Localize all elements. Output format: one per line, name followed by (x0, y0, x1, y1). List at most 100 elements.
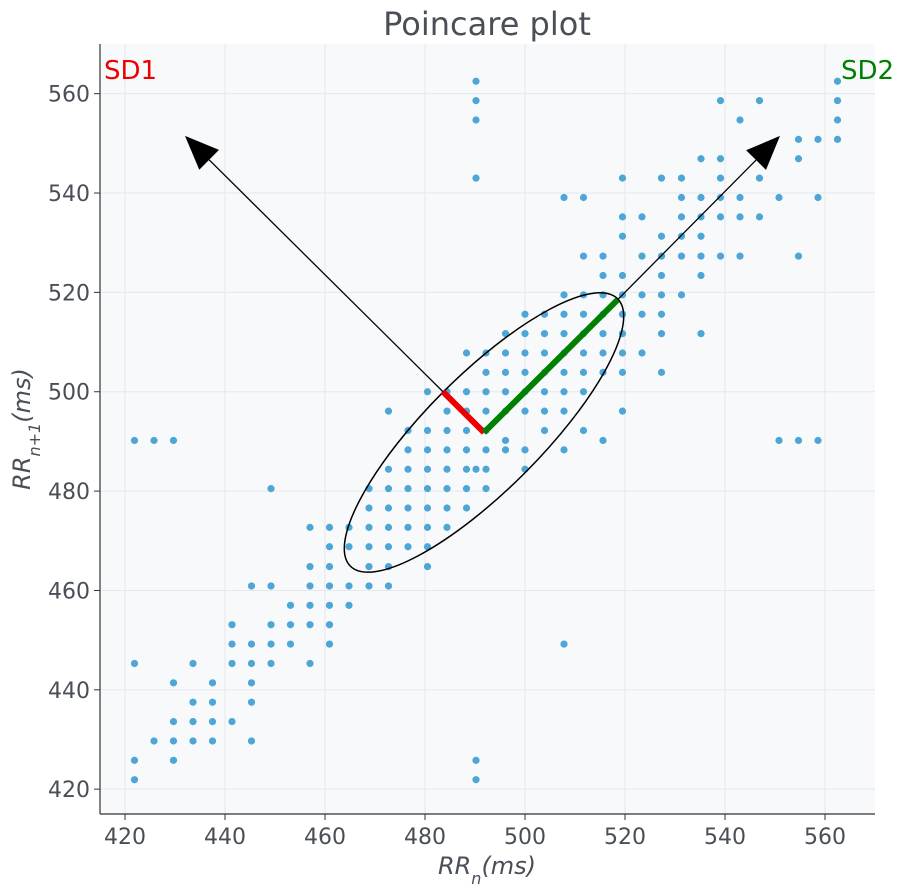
data-point (208, 679, 217, 687)
data-point (579, 349, 588, 357)
data-point (384, 523, 393, 531)
data-point (697, 252, 705, 260)
data-point (638, 310, 646, 318)
data-point (657, 232, 666, 240)
data-point (472, 465, 480, 473)
data-point (794, 135, 803, 143)
data-point (814, 135, 822, 143)
data-point (833, 97, 842, 105)
data-point (462, 388, 471, 396)
data-point (697, 232, 705, 240)
data-point (560, 640, 568, 648)
data-point (423, 563, 432, 571)
data-point (404, 465, 412, 473)
data-point (775, 193, 783, 202)
data-point (365, 582, 373, 590)
data-point (579, 310, 588, 318)
data-point (462, 465, 471, 473)
data-point (579, 388, 588, 396)
data-point (540, 349, 549, 357)
data-point (501, 446, 510, 454)
data-point (384, 543, 393, 551)
data-point (365, 543, 373, 551)
data-point (736, 116, 744, 124)
data-point (833, 77, 842, 85)
data-point (462, 426, 471, 435)
data-point (560, 368, 568, 376)
sd1-arrow-shaft (208, 159, 444, 393)
data-point (755, 213, 764, 221)
data-point (325, 640, 334, 648)
data-point (775, 436, 783, 445)
data-point (677, 174, 686, 182)
ticks: 420 440 460 480 500 520 540 560 420 440 460 480 500 5… (48, 83, 846, 850)
data-point (618, 349, 627, 357)
data-point (618, 174, 627, 182)
grid (100, 44, 875, 814)
data-point (169, 436, 178, 445)
x-tick-label: 560 (804, 825, 846, 850)
data-point (404, 523, 412, 531)
data-point (618, 368, 627, 376)
data-point (794, 252, 803, 260)
data-point (677, 232, 686, 240)
data-point (579, 368, 588, 376)
data-point (130, 436, 139, 445)
data-point (423, 543, 432, 551)
data-point (443, 485, 451, 493)
x-tick-label: 420 (104, 825, 146, 850)
data-point (472, 776, 480, 784)
data-point (228, 659, 236, 668)
data-point (130, 659, 139, 668)
y-tick-label: 540 (48, 182, 90, 207)
data-point (247, 582, 256, 590)
data-point (833, 135, 842, 143)
data-point (482, 465, 490, 473)
data-point (618, 232, 627, 240)
data-point (716, 97, 725, 105)
data-point (189, 718, 197, 726)
data-point (482, 368, 490, 376)
data-point (677, 193, 686, 202)
data-point (657, 310, 666, 318)
data-point (472, 116, 480, 124)
data-point (736, 213, 744, 221)
data-point (521, 310, 529, 318)
data-point (189, 659, 197, 668)
data-point (130, 756, 139, 764)
data-point (501, 388, 510, 396)
data-point (462, 349, 471, 357)
data-point (189, 698, 197, 706)
data-point (423, 446, 432, 454)
data-point (306, 659, 314, 668)
x-tick-label: 520 (604, 825, 646, 850)
data-point (306, 563, 314, 571)
data-point (208, 718, 217, 726)
data-point (384, 407, 393, 415)
data-point (130, 776, 139, 784)
data-point (325, 601, 334, 609)
data-point (286, 640, 295, 648)
data-point (423, 504, 432, 512)
data-point (697, 213, 705, 221)
data-point (267, 582, 275, 590)
sd1-label: SD1 (104, 56, 157, 86)
data-point (267, 659, 275, 668)
x-tick-label: 440 (204, 825, 246, 850)
data-point (472, 174, 480, 182)
sd1-arrow-head (185, 135, 220, 170)
data-point (169, 718, 178, 726)
data-point (325, 563, 334, 571)
data-point (325, 523, 334, 531)
x-tick-label: 460 (304, 825, 346, 850)
chart-title: Poincare plot (383, 5, 591, 43)
data-point (618, 271, 627, 280)
x-tick-label: 480 (404, 825, 446, 850)
data-point (345, 582, 353, 590)
data-point (755, 97, 764, 105)
data-point (657, 330, 666, 338)
data-point (521, 330, 529, 338)
data-point (540, 330, 549, 338)
data-point (306, 601, 314, 609)
